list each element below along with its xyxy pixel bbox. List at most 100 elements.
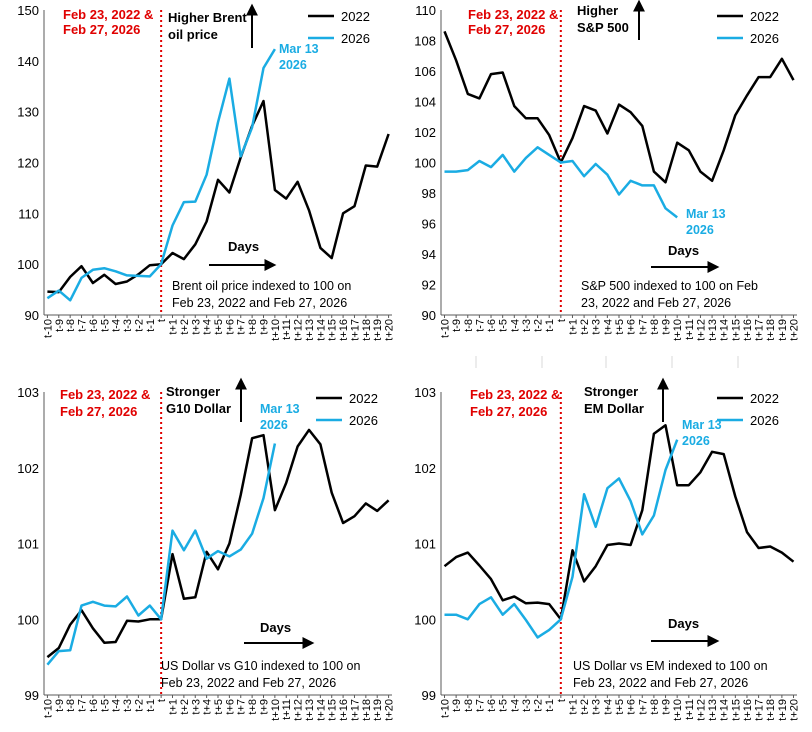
x-tick-label: t+11 <box>684 699 696 720</box>
legend-label: 2022 <box>750 391 779 406</box>
end-date-label: 2026 <box>682 434 710 448</box>
end-date-label: 2026 <box>279 58 307 72</box>
x-tick-label: t+5 <box>614 699 626 715</box>
x-tick-label: t+18 <box>765 319 777 341</box>
x-tick-label: t-10 <box>42 319 54 338</box>
x-tick-label: t-4 <box>111 699 123 712</box>
x-tick-label: t-1 <box>145 319 157 332</box>
direction-label: G10 Dollar <box>166 401 231 416</box>
series-line-2022 <box>443 30 795 184</box>
series-line-2026 <box>444 146 678 219</box>
x-tick-label: t+3 <box>591 699 603 715</box>
x-tick-label: t+8 <box>247 699 259 715</box>
x-tick-label: t+13 <box>304 699 316 721</box>
x-tick-label: t-8 <box>463 699 475 712</box>
x-tick-label: t-9 <box>54 319 66 332</box>
x-tick-label: t+9 <box>258 699 270 715</box>
x-tick-label: t-4 <box>509 699 521 712</box>
legend-label: 2026 <box>349 413 378 428</box>
x-tick-label: t-6 <box>88 319 100 332</box>
x-tick-label: t+17 <box>349 319 361 341</box>
x-tick-label: t+4 <box>602 699 614 715</box>
legend-label: 2026 <box>750 31 779 46</box>
series-line-2022 <box>47 99 390 294</box>
x-tick-label: t+6 <box>626 319 638 335</box>
y-tick-label: 103 <box>414 385 436 400</box>
note-text: Feb 23, 2022 and Feb 27, 2026 <box>172 296 347 310</box>
x-tick-label: t+17 <box>349 699 361 721</box>
note-text: US Dollar vs G10 indexed to 100 on <box>161 659 360 673</box>
x-tick-label: t-2 <box>533 699 545 712</box>
days-label: Days <box>260 620 291 635</box>
x-tick-label: t+2 <box>579 319 591 335</box>
y-tick-label: 100 <box>17 257 39 272</box>
event-label: Feb 27, 2026 <box>470 404 547 419</box>
x-tick-label: t-5 <box>99 699 111 712</box>
x-tick-label: t-6 <box>88 699 100 712</box>
x-tick-label: t+20 <box>384 319 396 341</box>
x-tick-label: t+12 <box>695 699 707 721</box>
x-tick-label: t+11 <box>684 319 696 340</box>
x-tick-label: t-1 <box>145 699 157 712</box>
event-label: Feb 27, 2026 <box>63 22 140 37</box>
x-tick-label: t+15 <box>327 699 339 721</box>
x-tick-label: t+16 <box>338 699 350 721</box>
y-tick-label: 108 <box>414 34 436 49</box>
x-tick-label: t+13 <box>304 319 316 341</box>
x-tick-label: t+9 <box>258 319 270 335</box>
x-tick-label: t+17 <box>754 699 766 721</box>
x-tick-label: t+18 <box>361 319 373 341</box>
x-tick-label: t+15 <box>730 319 742 341</box>
y-tick-label: 99 <box>25 688 39 703</box>
series-line-2022 <box>46 428 390 659</box>
x-tick-label: t-7 <box>77 319 89 332</box>
x-tick-label: t-8 <box>65 319 77 332</box>
x-tick-label: t <box>556 699 568 702</box>
y-tick-label: 102 <box>414 125 436 140</box>
x-tick-label: t <box>556 319 568 322</box>
note-text: Feb 23, 2022 and Feb 27, 2026 <box>161 676 336 690</box>
y-tick-label: 110 <box>18 206 39 221</box>
x-tick-label: t-5 <box>498 699 510 712</box>
event-label: Feb 23, 2022 & <box>63 7 153 22</box>
x-tick-label: t+10 <box>270 699 282 721</box>
x-tick-label: t+8 <box>649 319 661 335</box>
x-tick-label: t+6 <box>626 699 638 715</box>
x-tick-label: t+6 <box>224 319 236 335</box>
x-tick-label: t+15 <box>730 699 742 721</box>
x-tick-label: t-2 <box>133 319 145 332</box>
x-tick-label: t+14 <box>719 699 731 721</box>
x-tick-label: t+19 <box>372 319 384 341</box>
y-tick-label: 102 <box>414 461 436 476</box>
x-tick-label: t-4 <box>111 319 123 332</box>
x-tick-label: t-8 <box>65 699 77 712</box>
x-tick-label: t-6 <box>486 319 498 332</box>
y-tick-label: 100 <box>414 612 436 627</box>
y-tick-label: 90 <box>422 308 436 323</box>
y-tick-label: 94 <box>422 247 436 262</box>
x-tick-label: t+11 <box>281 699 293 720</box>
x-tick-label: t+6 <box>224 699 236 715</box>
series-line-2026 <box>46 443 277 666</box>
x-tick-label: t-3 <box>521 699 533 712</box>
x-tick-label: t+1 <box>168 319 180 335</box>
x-tick-label: t-7 <box>474 699 486 712</box>
y-tick-label: 100 <box>414 156 436 171</box>
x-tick-label: t+4 <box>202 699 214 715</box>
y-tick-label: 98 <box>422 186 436 201</box>
end-date-label: Mar 13 <box>682 418 722 432</box>
legend-label: 2022 <box>349 391 378 406</box>
x-tick-label: t+4 <box>202 319 214 335</box>
x-tick-label: t+20 <box>789 699 801 721</box>
x-tick-label: t <box>156 319 168 322</box>
y-tick-label: 103 <box>17 385 39 400</box>
x-tick-label: t+13 <box>707 319 719 341</box>
x-tick-label: t+2 <box>179 319 191 335</box>
x-tick-label: t+15 <box>327 319 339 341</box>
x-tick-label: t+16 <box>742 319 754 341</box>
x-tick-label: t+18 <box>765 699 777 721</box>
x-tick-label: t+13 <box>707 699 719 721</box>
